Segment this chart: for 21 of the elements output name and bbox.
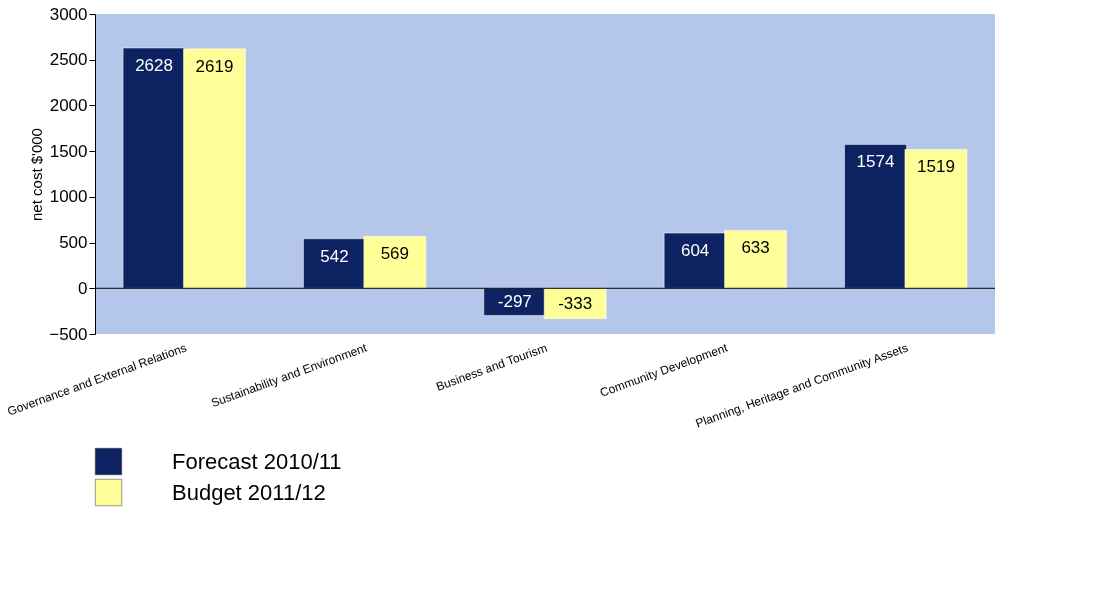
y-tick-label: −500 (49, 324, 88, 344)
data-label: 2628 (135, 56, 173, 76)
data-label: 633 (741, 238, 770, 258)
y-axis-title: net cost $'000 (28, 128, 46, 221)
data-label: 604 (680, 241, 710, 261)
data-label: 542 (320, 246, 349, 266)
data-label: -297 (497, 291, 532, 311)
y-tick-label: 2000 (49, 95, 88, 115)
y-tick-label: 0 (78, 278, 88, 298)
y-tick-label: 500 (59, 233, 88, 253)
y-tick-label: 1500 (49, 141, 88, 161)
y-tick-label: 2500 (49, 50, 88, 70)
data-label: 1519 (917, 157, 955, 177)
y-tick-label: 1000 (49, 187, 88, 207)
data-label: 2619 (195, 56, 234, 76)
data-label: 1574 (856, 152, 895, 172)
data-label: -333 (558, 293, 593, 313)
legend-label: Forecast 2010/11 (172, 448, 342, 474)
legend-label: Budget 2011/12 (172, 479, 326, 505)
data-label: 569 (380, 244, 410, 264)
y-tick-label: 3000 (49, 4, 88, 24)
